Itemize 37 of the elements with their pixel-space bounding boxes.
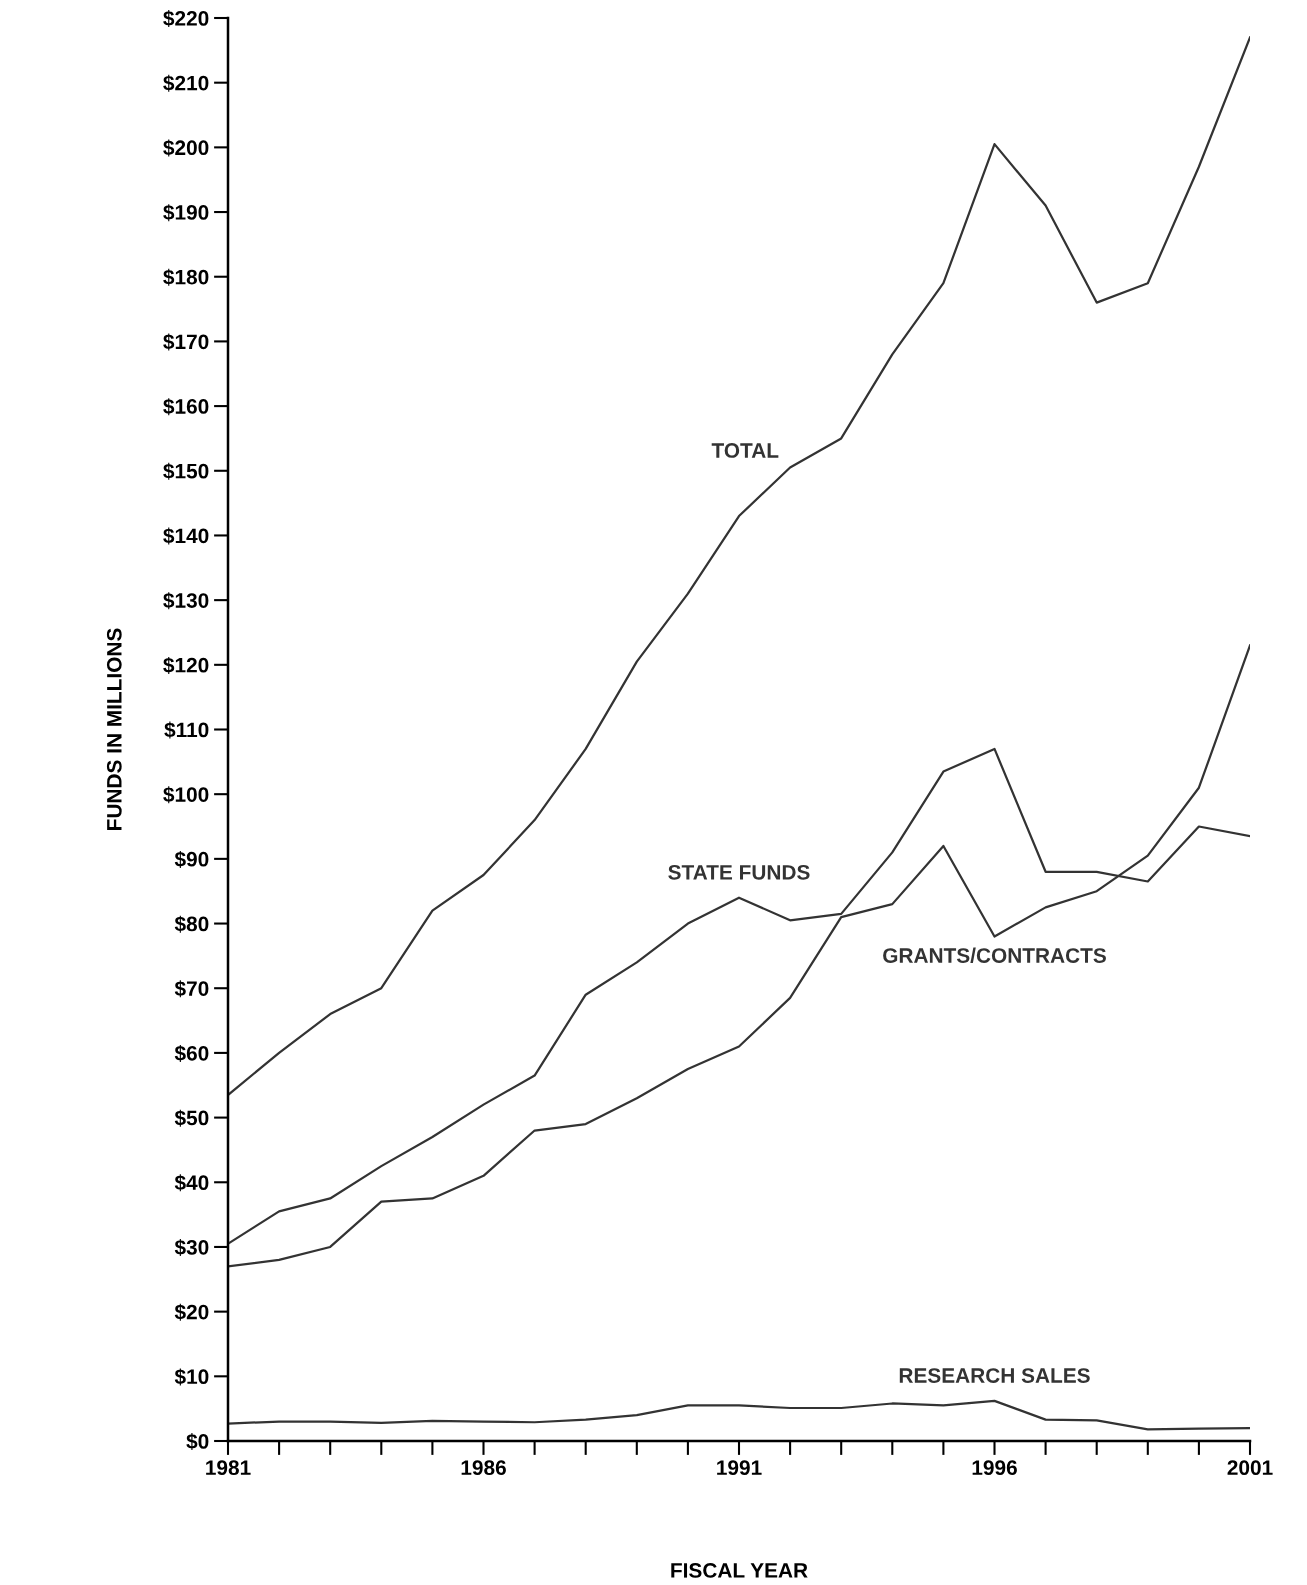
- y-tick-label: $70: [174, 980, 209, 998]
- y-tick-label: $60: [174, 1045, 209, 1062]
- line-series: [228, 644, 1250, 1268]
- y-tick-label: $50: [174, 1109, 209, 1127]
- y-tick-label: $210: [163, 74, 209, 92]
- x-tick-label: 2001: [1227, 1460, 1273, 1476]
- y-tick-label: $90: [174, 850, 209, 868]
- y-tick-label: $100: [163, 786, 209, 804]
- x-tick-label: 1991: [717, 1460, 762, 1476]
- x-tick-label: 1986: [461, 1460, 506, 1476]
- x-axis-title: FISCAL YEAR: [671, 1563, 808, 1578]
- y-tick-label: $30: [174, 1239, 209, 1257]
- y-tick-label: $180: [163, 268, 209, 286]
- y-tick-label: $40: [174, 1174, 209, 1192]
- y-tick-label: $140: [163, 527, 209, 545]
- x-tick-label: 1981: [206, 1460, 251, 1476]
- y-tick-label: $130: [163, 592, 209, 610]
- y-tick-label: $200: [163, 139, 209, 157]
- y-tick-label: $10: [174, 1368, 209, 1386]
- y-axis-title: FUNDS IN MILLIONS: [106, 628, 122, 830]
- y-tick-label: $160: [163, 398, 209, 416]
- line-series: [228, 36, 1250, 1097]
- x-tick-label: 1996: [972, 1460, 1017, 1476]
- y-tick-label: $170: [163, 333, 209, 351]
- y-tick-label: $120: [163, 656, 209, 674]
- series-label: GRANTS/CONTRACTS: [883, 947, 1106, 964]
- y-tick-label: $110: [164, 721, 209, 739]
- y-tick-label: $80: [174, 915, 209, 933]
- y-tick-label: $150: [163, 462, 209, 480]
- series-label: RESEARCH SALES: [899, 1368, 1090, 1383]
- series-label: TOTAL: [711, 443, 779, 458]
- line-series: [228, 1399, 1250, 1431]
- y-tick-label: $20: [174, 1303, 209, 1321]
- y-tick-label: $190: [163, 204, 209, 222]
- series-label: STATE FUNDS: [668, 864, 810, 880]
- y-tick-label: $0: [186, 1433, 209, 1451]
- y-tick-label: $220: [163, 10, 209, 28]
